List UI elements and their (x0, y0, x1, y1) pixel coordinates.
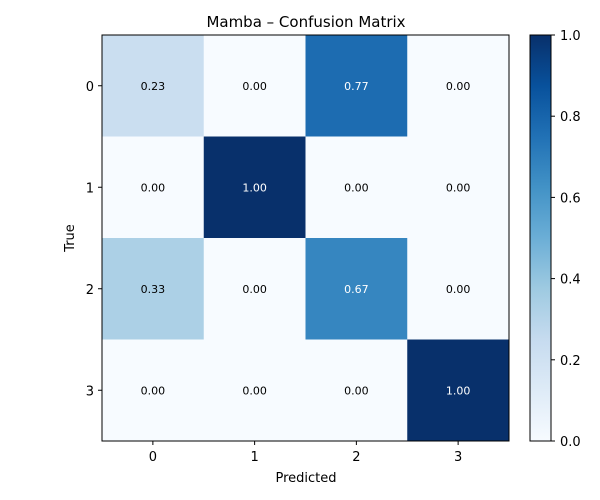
x-tick-label: 3 (454, 450, 462, 465)
cell-value-label-0-1: 0.00 (242, 80, 267, 93)
cell-value-label-2-1: 0.00 (242, 283, 267, 296)
cell-value-label-3-0: 0.00 (141, 384, 166, 397)
y-axis-label: True (63, 224, 78, 253)
heatmap-cell-1-3 (407, 136, 510, 239)
colorbar-tick-label: 1.0 (560, 29, 581, 44)
colorbar-tick-label: 0.2 (560, 354, 581, 369)
colorbar-tick-label: 0.8 (560, 110, 581, 125)
colorbar-tick-label: 0.0 (560, 435, 581, 450)
x-axis-ticks: 0 1 2 3 (149, 441, 462, 465)
heatmap-cell-2-0 (102, 238, 205, 340)
heatmap-cell-0-0 (102, 35, 205, 137)
heatmap-cell-2-2 (305, 238, 408, 340)
cell-value-label-1-0: 0.00 (141, 181, 166, 194)
colorbar (529, 34, 552, 442)
heatmap-cell-3-1 (203, 339, 306, 442)
y-tick-label: 2 (86, 283, 94, 298)
cell-value-label-0-0: 0.23 (141, 80, 166, 93)
x-tick-label: 1 (250, 450, 258, 465)
cell-value-label-3-3: 1.00 (446, 384, 471, 397)
heatmap-cell-0-1 (203, 35, 306, 137)
y-axis-ticks: 0 1 2 3 (86, 80, 102, 399)
cell-value-label-0-2: 0.77 (344, 80, 369, 93)
x-tick-label: 0 (149, 450, 157, 465)
colorbar-tick-label: 0.4 (560, 273, 581, 288)
cell-value-label-2-0: 0.33 (141, 283, 166, 296)
x-tick-label: 2 (352, 450, 360, 465)
heatmap-cell-3-0 (102, 339, 205, 442)
cell-value-label-1-2: 0.00 (344, 181, 369, 194)
heatmap-cell-1-1 (203, 136, 306, 239)
heatmap-cell-0-2 (305, 35, 408, 137)
cell-value-label-2-3: 0.00 (446, 283, 471, 296)
plot-frame (101, 34, 510, 442)
chart-title: Mamba – Confusion Matrix (206, 13, 405, 31)
cell-value-label-1-1: 1.00 (242, 181, 267, 194)
cell-value-label-3-1: 0.00 (242, 384, 267, 397)
heatmap-cell-3-2 (305, 339, 408, 442)
heatmap-cell-3-3 (407, 339, 510, 442)
y-tick-label: 0 (86, 80, 94, 95)
heatmap-cell-labels: 0.23 0.00 0.77 0.00 0.00 1.00 0.00 0.00 0.33 0.00… (141, 80, 471, 398)
heatmap-cells (102, 35, 510, 442)
colorbar-tick-label: 0.6 (560, 191, 581, 206)
cell-value-label-1-3: 0.00 (446, 181, 471, 194)
heatmap-cell-2-3 (407, 238, 510, 340)
heatmap-cell-2-1 (203, 238, 306, 340)
cell-value-label-3-2: 0.00 (344, 384, 369, 397)
cell-value-label-0-3: 0.00 (446, 80, 471, 93)
heatmap-cell-0-3 (407, 35, 510, 137)
y-tick-label: 3 (86, 384, 94, 399)
heatmap-cell-1-0 (102, 136, 205, 239)
cell-value-label-2-2: 0.67 (344, 283, 369, 296)
y-tick-label: 1 (86, 181, 94, 196)
colorbar-ticks: 0.0 0.2 0.4 0.6 0.8 1.0 (551, 29, 581, 450)
heatmap-cell-1-2 (305, 136, 408, 239)
x-axis-label: Predicted (275, 471, 336, 486)
